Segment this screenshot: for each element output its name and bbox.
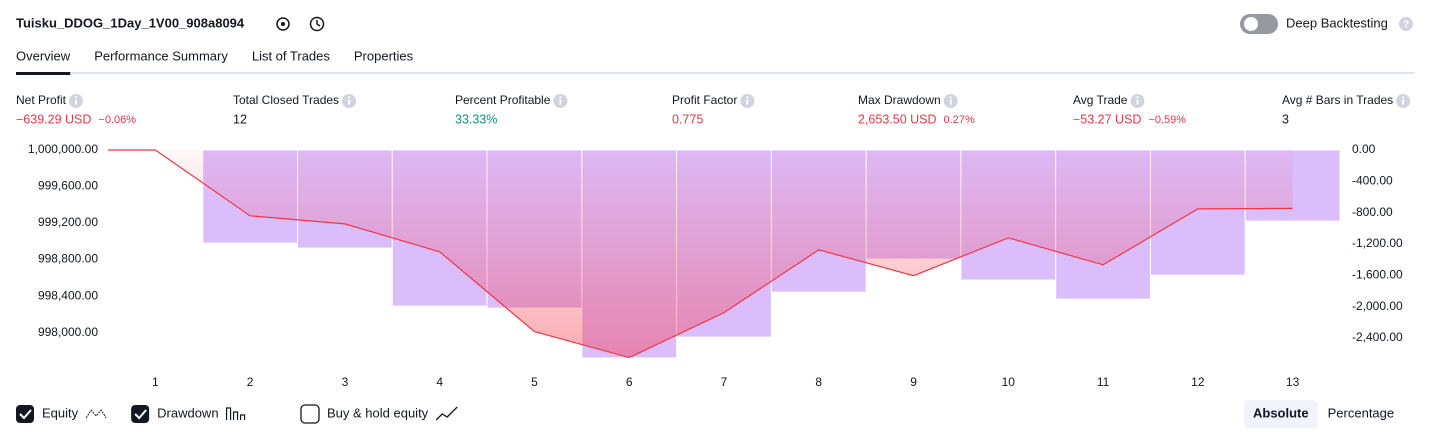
y-tick-label: 999,600.00 — [38, 179, 98, 193]
metric-label: Total Closed Trades — [233, 93, 339, 107]
x-tick-label: 5 — [531, 375, 538, 389]
metric-label: Net Profit — [16, 93, 67, 107]
scale-button[interactable]: Absolute — [1253, 405, 1309, 420]
y2-tick-label: -800.00 — [1352, 205, 1393, 219]
scale-button-bg[interactable] — [1244, 400, 1318, 428]
x-tick-label: 6 — [626, 375, 633, 389]
deep-backtesting-label: Deep Backtesting — [1286, 15, 1388, 30]
tab[interactable]: Properties — [354, 48, 414, 63]
legend-icon — [225, 407, 246, 420]
legend-icon — [85, 409, 107, 419]
y2-tick-label: -2,000.00 — [1352, 299, 1403, 313]
y2-tick-label: -400.00 — [1352, 174, 1393, 188]
tab-underline — [16, 72, 71, 75]
y2-tick-label: -2,400.00 — [1352, 330, 1403, 344]
info-icon-bar — [75, 99, 77, 105]
metric-label: Profit Factor — [672, 93, 737, 107]
y-tick-label: 998,000.00 — [38, 325, 98, 339]
info-icon-dot — [1136, 96, 1139, 99]
x-tick-label: 7 — [721, 375, 728, 389]
metric-label: Avg # Bars in Trades — [1282, 93, 1393, 107]
help-icon-glyph: ? — [1403, 20, 1409, 31]
x-tick-label: 12 — [1191, 375, 1205, 389]
metric-label: Percent Profitable — [455, 93, 551, 107]
metric-value: 33.33% — [455, 112, 497, 126]
checkbox-check — [134, 409, 147, 420]
x-tick-label: 8 — [815, 375, 822, 389]
strategy-title: Tuisku_DDOG_1Day_1V00_908a8094 — [16, 15, 245, 30]
metric-value: −639.29 USD — [16, 112, 91, 126]
scale-button[interactable]: Percentage — [1328, 405, 1395, 420]
settings-icon[interactable] — [276, 17, 290, 31]
y2-tick-label: 0.00 — [1352, 142, 1376, 156]
alert-icon[interactable] — [309, 16, 325, 32]
metric-value: −53.27 USD — [1073, 112, 1141, 126]
settings-icon-dot — [281, 22, 285, 26]
x-tick-label: 2 — [247, 375, 254, 389]
alert-icon-hand — [316, 20, 321, 27]
metric-label: Avg Trade — [1073, 93, 1128, 107]
tab[interactable]: Overview — [16, 48, 71, 63]
x-tick-label: 4 — [436, 375, 443, 389]
checkbox[interactable] — [131, 405, 150, 423]
x-tick-label: 9 — [910, 375, 917, 389]
info-icon-bar — [348, 99, 350, 105]
metric-value: 2,653.50 USD — [858, 112, 937, 126]
metric-percent: −0.59% — [1148, 114, 1186, 126]
y2-tick-label: -1,600.00 — [1352, 268, 1403, 282]
info-icon-dot — [1402, 96, 1405, 99]
toggle-knob — [1244, 17, 1258, 31]
legend-icon — [435, 406, 458, 421]
y-tick-label: 1,000,000.00 — [28, 142, 98, 156]
x-tick-label: 1 — [152, 375, 159, 389]
metric-value: 3 — [1282, 112, 1289, 126]
tab[interactable]: List of Trades — [252, 48, 331, 63]
metric-label: Max Drawdown — [858, 93, 941, 107]
y2-tick-label: -1,200.00 — [1352, 236, 1403, 250]
info-icon-bar — [1136, 99, 1139, 105]
y-tick-label: 999,200.00 — [38, 215, 98, 229]
equity-line — [108, 149, 1293, 359]
checkbox[interactable] — [300, 404, 320, 424]
info-icon-dot — [949, 96, 952, 99]
checkbox[interactable] — [16, 405, 34, 423]
info-icon-dot — [559, 96, 562, 99]
x-tick-label: 3 — [342, 375, 349, 389]
x-tick-label: 11 — [1097, 375, 1110, 389]
metric-percent: −0.06% — [98, 114, 136, 126]
x-tick-label: 13 — [1286, 375, 1300, 389]
info-icon-dot — [746, 96, 749, 99]
metric-value: 12 — [233, 112, 247, 126]
y-tick-label: 998,400.00 — [38, 288, 98, 302]
legend-label: Drawdown — [157, 405, 218, 420]
help-icon[interactable] — [1399, 17, 1413, 31]
info-icon-dot — [347, 96, 351, 99]
info-icon-bar — [746, 99, 749, 105]
legend-label: Buy & hold equity — [327, 405, 429, 420]
info-icon-bar — [559, 99, 562, 105]
info-icon-bar — [949, 99, 952, 105]
legend-label: Equity — [42, 405, 79, 420]
info-icon-bar — [1402, 99, 1405, 105]
checkbox-check — [19, 409, 32, 420]
metric-percent: 0.27% — [944, 114, 975, 126]
info-icon-dot — [74, 96, 78, 99]
title-icons — [276, 16, 325, 32]
x-tick-label: 10 — [1002, 375, 1016, 389]
tab[interactable]: Performance Summary — [94, 48, 228, 63]
equity-area — [108, 150, 1293, 358]
metric-value: 0.775 — [672, 112, 703, 126]
y-tick-label: 998,800.00 — [38, 252, 98, 266]
